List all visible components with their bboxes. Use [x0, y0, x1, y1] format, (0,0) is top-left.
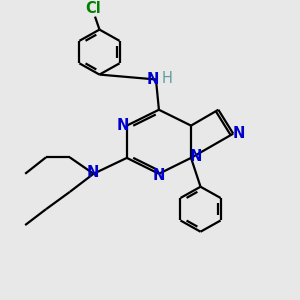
- Text: H: H: [162, 70, 173, 86]
- Text: N: N: [117, 118, 129, 133]
- Text: N: N: [146, 72, 159, 87]
- Text: Cl: Cl: [85, 1, 100, 16]
- Text: N: N: [232, 126, 245, 141]
- Text: N: N: [87, 165, 99, 180]
- Text: N: N: [189, 149, 202, 164]
- Text: N: N: [153, 168, 165, 183]
